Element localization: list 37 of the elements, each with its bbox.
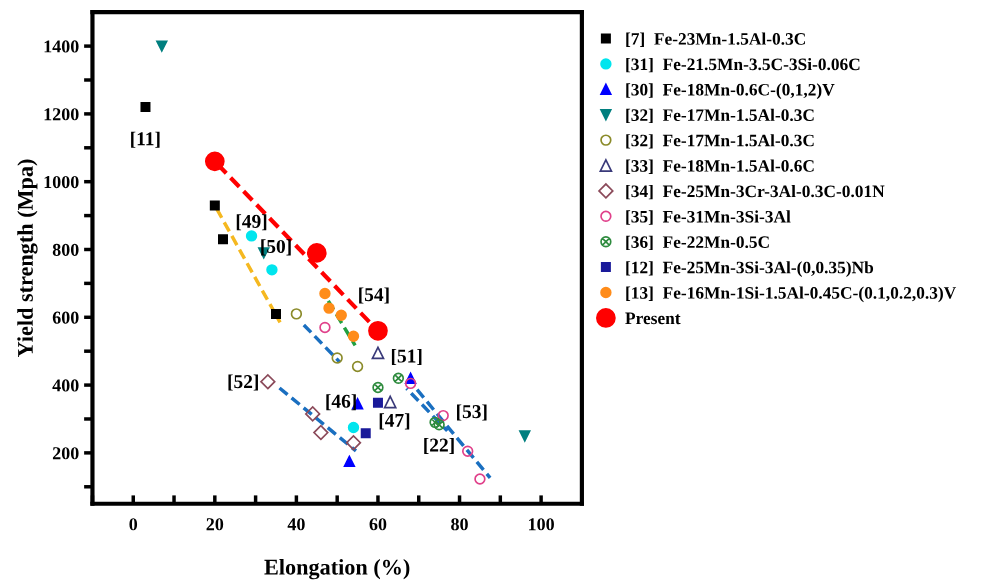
legend-label: [36] Fe-22Mn-0.5C bbox=[626, 235, 769, 251]
annotation: [52] bbox=[228, 374, 258, 391]
y-tick-label: 600 bbox=[52, 311, 79, 324]
annotation: [54] bbox=[359, 287, 389, 304]
legend-label: [30] Fe-18Mn-0.6C-(0,1,2)V bbox=[626, 83, 835, 100]
legend-label: [12] Fe-25Mn-3Si-3Al-(0,0.35)Nb bbox=[626, 261, 874, 277]
y-tick-label: 400 bbox=[52, 379, 79, 392]
y-tick-label: 200 bbox=[52, 447, 79, 460]
y-axis-title: Yield strength (Mpa) bbox=[17, 159, 38, 357]
legend-label: [33] Fe-18Mn-1.5Al-0.6C bbox=[626, 159, 814, 174]
annotation: [53] bbox=[457, 404, 487, 421]
x-tick-label: 20 bbox=[206, 518, 224, 531]
legend-label: [34] Fe-25Mn-3Cr-3Al-0.3C-0.01N bbox=[626, 184, 885, 200]
x-tick-label: 40 bbox=[287, 518, 305, 531]
y-tick-label: 1400 bbox=[44, 40, 79, 53]
y-tick-label: 800 bbox=[52, 243, 79, 256]
annotation: [47] bbox=[379, 413, 410, 430]
legend-label: [31] Fe-21.5Mn-3.5C-3Si-0.06C bbox=[626, 57, 860, 73]
x-tick-label: 60 bbox=[369, 518, 387, 531]
annotation: [50] bbox=[261, 239, 291, 256]
x-tick-label: 0 bbox=[129, 518, 138, 531]
annotation: [11] bbox=[131, 131, 160, 148]
legend-label: [13] Fe-16Mn-1Si-1.5Al-0.45C-(0.1,0.2,0.3)V bbox=[626, 286, 957, 303]
annotation: [22] bbox=[424, 437, 454, 454]
x-axis-title: Elongation (%) bbox=[264, 558, 410, 580]
y-tick-label: 1000 bbox=[44, 175, 79, 189]
legend-label: [7] Fe-23Mn-1.5Al-0.3C bbox=[626, 32, 805, 47]
x-tick-label: 80 bbox=[451, 518, 468, 531]
legend-label: [32] Fe-17Mn-1.5Al-0.3C bbox=[626, 134, 814, 149]
y-tick-label: 1200 bbox=[44, 108, 79, 121]
x-tick-label: 100 bbox=[529, 518, 554, 531]
annotation: [46] bbox=[326, 394, 356, 411]
legend-label: Present bbox=[625, 312, 681, 325]
annotation: [51] bbox=[391, 348, 422, 366]
legend-label: [32] Fe-17Mn-1.5Al-0.3C bbox=[626, 108, 814, 124]
legend-label: [35] Fe-31Mn-3Si-3Al bbox=[626, 210, 791, 225]
annotation: [49] bbox=[236, 214, 267, 231]
